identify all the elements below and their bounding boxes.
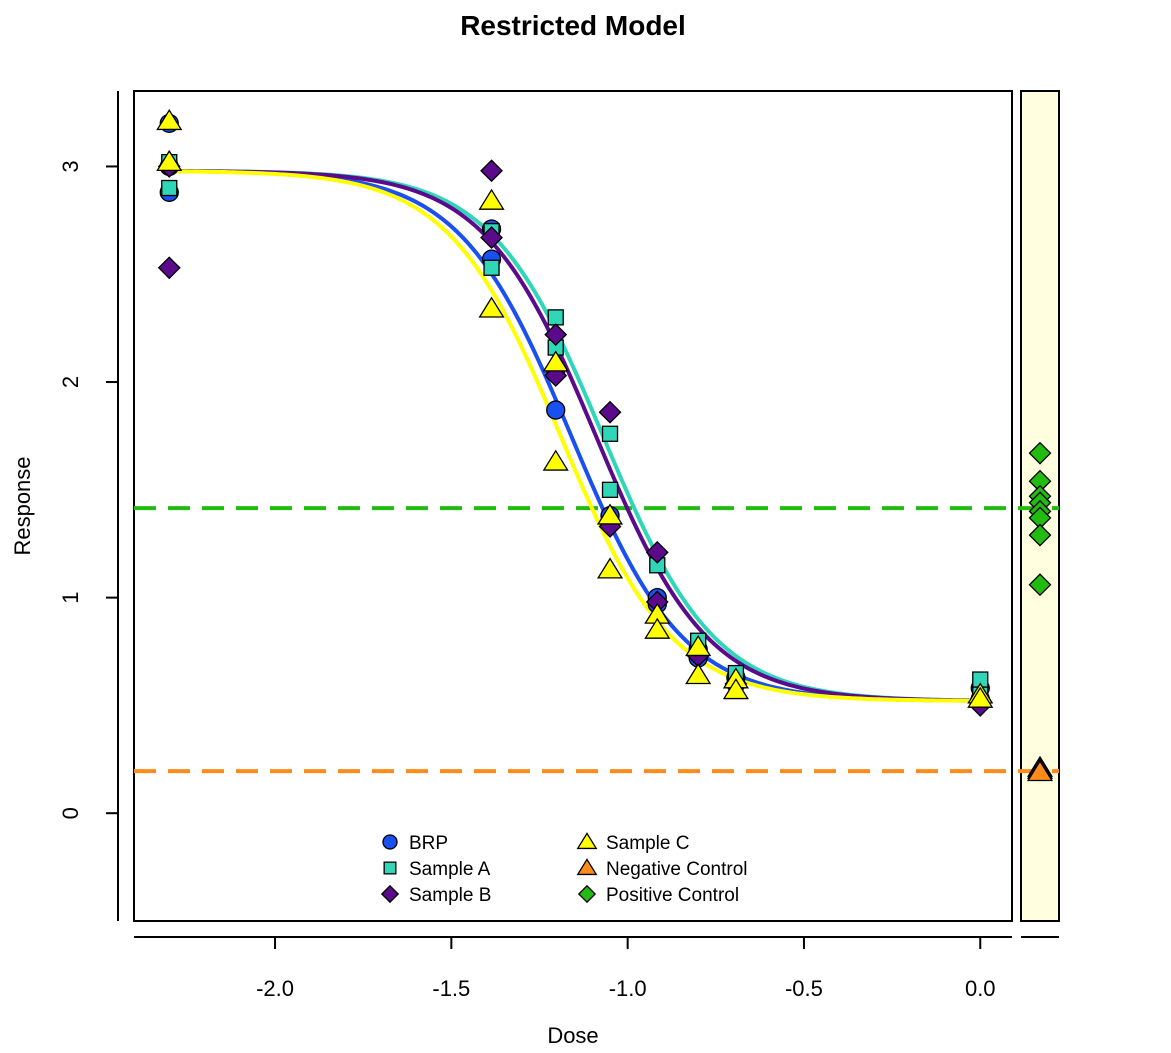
point-sample-c [596,557,624,579]
x-tick-label: -1.5 [432,976,470,1001]
chart-title: Restricted Model [460,10,686,41]
point-brp [546,400,566,420]
point-sample-c [596,503,624,525]
legend-label-brp: BRP [409,833,448,854]
x-tick-label: -0.5 [785,976,823,1001]
legend-marker-negative-control [576,858,598,876]
point-sample-c [542,350,569,372]
legend-label-positive-control: Positive Control [606,885,739,906]
y-axis: 0 1 2 3 [58,91,119,921]
x-tick-label: -1.0 [609,976,647,1001]
x-axis: -2.0 -1.5 -1.0 -0.5 0.0 [134,936,1059,1001]
legend-marker-brp [382,834,398,850]
y-tick-label: 0 [58,807,83,819]
point-sample-b [645,540,669,564]
point-sample-c [967,686,994,708]
point-sample-c [478,296,505,318]
point-sample-c [644,617,671,639]
y-axis-label: Response [10,456,35,555]
legend-label-negative-control: Negative Control [606,859,748,880]
point-sample-b [598,400,622,424]
point-sample-a [483,259,500,276]
y-tick-label: 1 [58,591,83,603]
reference-lines [134,506,1059,774]
control-points [1026,441,1054,782]
point-sample-c [685,662,712,685]
point-sample-a [601,481,619,498]
curve-sample-c [169,169,981,703]
legend-marker-sample-b [380,884,400,904]
point-sample-a [547,309,564,326]
point-sample-c [685,634,712,657]
legend: BRP Sample A Sample B Sample C Negative Cont… [380,832,748,906]
point-sample-a [161,179,178,197]
control-point-positive-control [1028,573,1052,597]
y-tick-label: 2 [58,376,83,388]
point-sample-b [480,226,503,250]
fitted-curves [169,168,981,703]
point-sample-c [478,188,505,210]
control-point-positive-control [1028,523,1052,547]
x-tick-label: -2.0 [256,976,294,1001]
legend-marker-sample-a [383,861,397,875]
point-sample-c [722,678,749,700]
control-point-positive-control [1028,441,1052,465]
point-sample-c [542,449,569,471]
point-sample-c [156,108,183,131]
data-points [156,108,994,717]
main-plot-frame [133,90,1013,922]
curve-sample-b [169,169,981,703]
point-sample-b [480,159,503,183]
point-sample-a [601,425,619,442]
y-tick-label: 3 [58,160,83,172]
x-axis-label: Dose [547,1023,598,1048]
legend-label-sample-c: Sample C [606,833,689,854]
legend-marker-sample-c [576,832,598,850]
x-tick-label: 0.0 [965,976,996,1001]
main-plot-panel [133,90,1013,922]
point-sample-b [544,323,568,347]
point-sample-c [156,149,183,172]
legend-label-sample-a: Sample A [409,859,491,880]
legend-label-sample-b: Sample B [409,885,491,906]
point-sample-b [157,256,181,280]
legend-marker-positive-control [577,884,597,904]
control-point-negative-control [1026,760,1054,782]
